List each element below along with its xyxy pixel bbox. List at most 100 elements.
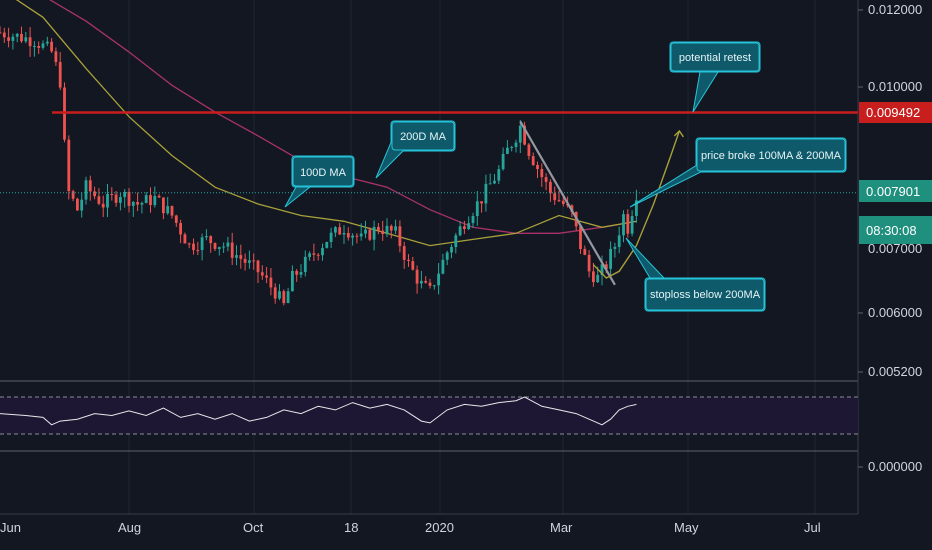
candle-body xyxy=(441,259,445,274)
callout-potential-retest-text: potential retest xyxy=(679,52,751,64)
candle-body xyxy=(402,246,406,260)
candle-body xyxy=(205,236,208,238)
candle-body xyxy=(222,246,225,248)
candle-body xyxy=(71,191,75,199)
price-tick-label: 0.005200 xyxy=(868,364,922,379)
candle-body xyxy=(394,226,397,231)
candle-body xyxy=(50,41,53,52)
candle-body xyxy=(239,255,243,259)
candle-body xyxy=(252,260,256,262)
candle-body xyxy=(303,256,307,273)
callout-potential-retest[interactable]: potential retest xyxy=(669,41,761,113)
candle-body xyxy=(467,223,471,229)
candle-body xyxy=(119,197,122,203)
candle-body xyxy=(213,243,217,249)
candle-body xyxy=(381,230,385,234)
candle-body xyxy=(377,226,380,231)
candle-body xyxy=(604,264,608,269)
candle-body xyxy=(140,203,144,205)
candle-body xyxy=(626,214,630,234)
candle-body xyxy=(415,269,419,284)
candle-body xyxy=(282,291,286,304)
candle-body xyxy=(131,202,135,206)
candle-body xyxy=(385,225,389,235)
price-axis[interactable]: 0.012000 0.010000 0.006000 0.005200 0.00… xyxy=(858,2,922,474)
candle-body xyxy=(364,229,367,234)
candle-body xyxy=(291,271,294,292)
candle-body xyxy=(579,226,582,249)
candle-body xyxy=(157,195,161,198)
candle-body xyxy=(230,242,234,258)
callout-200d-ma[interactable]: 200D MA xyxy=(375,120,456,179)
candle-body xyxy=(510,147,514,148)
candle-body xyxy=(114,194,118,203)
candle-body xyxy=(432,285,436,287)
candle-body xyxy=(553,193,557,201)
candle-body xyxy=(523,125,526,145)
countdown-badge: 08:30:08 xyxy=(859,216,932,244)
candle-body xyxy=(260,272,264,276)
candle-body xyxy=(630,216,634,234)
candle-body xyxy=(110,194,114,195)
callout-stoploss[interactable]: stoploss below 200MA xyxy=(625,237,766,312)
candle-body xyxy=(536,165,539,169)
callout-price-broke-text: price broke 100MA & 200MA xyxy=(701,150,842,162)
candle-body xyxy=(200,237,204,251)
candle-body xyxy=(592,271,595,283)
candle-body xyxy=(101,203,105,208)
candle-body xyxy=(493,180,496,184)
callout-100d-ma[interactable]: 100D MA xyxy=(284,155,355,208)
candle-body xyxy=(527,144,531,156)
candle-body xyxy=(600,264,604,275)
candle-body xyxy=(316,254,320,256)
candle-body xyxy=(67,139,71,192)
candle-body xyxy=(248,260,251,263)
time-tick-label: Jun xyxy=(0,520,21,535)
price-tick-label: 0.007000 xyxy=(868,241,922,256)
candle-body xyxy=(97,196,101,204)
candle-body xyxy=(613,246,617,249)
countdown-label: 08:30:08 xyxy=(866,223,917,238)
candle-body xyxy=(183,234,187,244)
time-axis[interactable]: Jun Aug Oct 18 2020 Mar May Jul xyxy=(0,520,821,535)
candle-body xyxy=(196,250,200,252)
candle-body xyxy=(106,194,109,208)
candle-body xyxy=(295,271,299,275)
candle-body xyxy=(549,181,552,194)
candle-body xyxy=(226,242,230,247)
candle-body xyxy=(278,291,281,299)
candle-body xyxy=(484,183,488,204)
last-price-label: 0.007901 xyxy=(866,184,920,199)
candle-body xyxy=(514,142,518,147)
candle-body xyxy=(217,247,221,249)
rsi-line xyxy=(0,396,637,426)
candle-body xyxy=(506,147,509,154)
candle-body xyxy=(338,227,342,235)
candle-body xyxy=(33,46,36,47)
candle-body xyxy=(174,215,178,223)
time-tick-label: 18 xyxy=(344,520,358,535)
candle-body xyxy=(312,253,316,255)
candle-body xyxy=(411,261,415,270)
callout-price-broke[interactable]: price broke 100MA & 200MA xyxy=(629,137,847,208)
candle-body xyxy=(458,226,462,236)
price-tick-label: 0.012000 xyxy=(868,2,922,17)
candle-body xyxy=(153,195,157,206)
candle-body xyxy=(144,195,148,203)
candle-body xyxy=(243,258,247,263)
candle-body xyxy=(342,233,346,235)
candle-body xyxy=(488,183,492,185)
candle-body xyxy=(58,62,62,88)
candle-body xyxy=(420,280,423,284)
candle-body xyxy=(587,254,591,272)
candle-body xyxy=(76,198,79,211)
candle-body xyxy=(334,227,337,233)
candle-body xyxy=(454,235,458,247)
candle-body xyxy=(544,177,548,182)
candle-body xyxy=(321,247,324,256)
time-tick-label: Oct xyxy=(243,520,264,535)
candle-body xyxy=(596,274,600,283)
candle-body xyxy=(170,206,174,216)
time-tick-label: 2020 xyxy=(425,520,454,535)
